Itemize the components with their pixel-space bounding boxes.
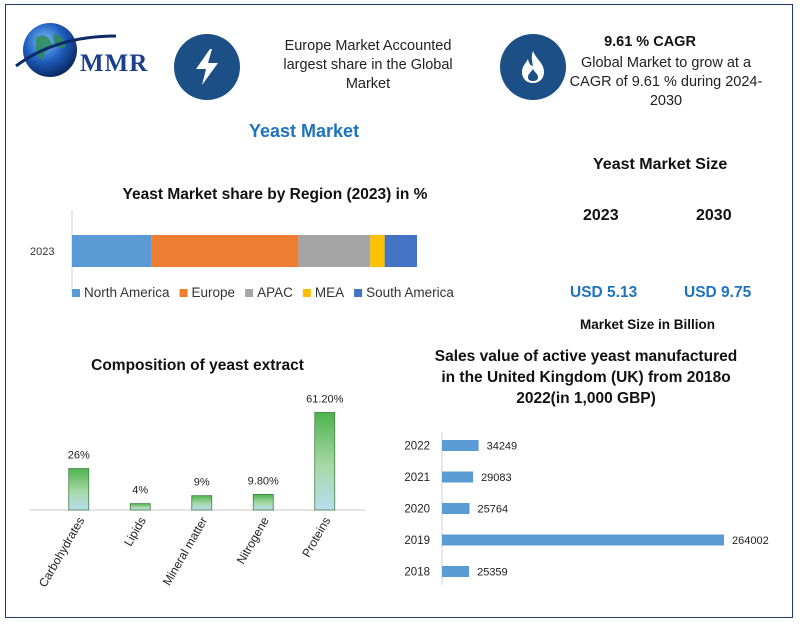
composition-data-label: 61.20%: [306, 393, 344, 405]
infographic-frame: [5, 4, 793, 618]
uk-data-label: 264002: [732, 535, 769, 547]
uk-sales-bar: [442, 566, 470, 577]
legend-label: MEA: [315, 285, 344, 300]
uk-category-label: 2022: [404, 441, 430, 453]
composition-category-label: Proteins: [299, 515, 333, 560]
uk-data-label: 25764: [478, 504, 509, 516]
legend-swatch: [302, 289, 311, 297]
uk-sales-bar: [442, 471, 474, 483]
region-bar-segment: [72, 235, 152, 267]
uk-category-label: 2021: [404, 472, 430, 484]
composition-category-label: Lipids: [121, 515, 149, 549]
flame-icon: [500, 34, 566, 100]
legend-label: Europe: [192, 285, 236, 300]
composition-data-label: 26%: [68, 450, 90, 462]
uk-category-label: 2019: [404, 535, 430, 547]
market-size-value-2023: USD 5.13: [570, 284, 638, 301]
uk-data-label: 34249: [487, 441, 518, 453]
uk-sales-bar: [442, 534, 724, 546]
market-size-year-2030: 2030: [696, 207, 732, 224]
composition-category-label: Mineral matter: [160, 514, 210, 587]
composition-bar: [68, 468, 90, 511]
legend-swatch: [179, 289, 188, 297]
region-bar-segment: [384, 235, 417, 267]
europe-share-text: Europe Market Accounted largest share in…: [283, 38, 453, 92]
cagr-text: Global Market to grow at a CAGR of 9.61 …: [569, 55, 763, 109]
uk-category-label: 2018: [404, 567, 430, 579]
composition-category-label: Carbohydrates: [36, 515, 87, 590]
legend-swatch: [72, 289, 80, 297]
legend-label: North America: [84, 285, 170, 300]
lightning-icon: [174, 34, 240, 100]
legend-label: South America: [366, 285, 454, 300]
uk-data-label: 25359: [477, 567, 508, 579]
legend-swatch: [245, 289, 254, 297]
composition-bar: [191, 495, 213, 511]
composition-bar: [314, 412, 336, 511]
market-size-value-2030: USD 9.75: [684, 284, 752, 301]
logo-text: MMR: [80, 50, 149, 77]
region-bar-segment: [151, 235, 299, 267]
mmr-logo: MMR: [14, 16, 164, 86]
region-chart-title: Yeast Market share by Region (2023) in %: [122, 186, 428, 203]
uk-sales-chart: 2022 34249 2021 29083 2020 25764 2019 264002 201…: [404, 432, 769, 585]
region-share-chart: 2023 North America Europe APAC MEA South Amer…: [30, 210, 454, 300]
uk-category-label: 2020: [404, 504, 430, 516]
composition-data-label: 9%: [194, 477, 210, 489]
legend-swatch: [354, 289, 363, 297]
uk-data-label: 29083: [481, 472, 512, 484]
composition-category-label: Nitrogene: [234, 514, 272, 566]
region-bar-segment: [370, 235, 385, 267]
composition-chart-title: Composition of yeast extract: [91, 357, 304, 374]
composition-bar: [252, 493, 274, 511]
market-size-year-2023: 2023: [583, 207, 619, 224]
page-title: Yeast Market: [249, 121, 360, 141]
uk-sales-bar: [442, 503, 470, 514]
region-category-label: 2023: [30, 246, 54, 258]
globe-icon: [15, 23, 117, 77]
market-size-unit-note: Market Size in Billion: [580, 317, 716, 332]
composition-bar: [129, 503, 151, 511]
uk-sales-chart-title: Sales value of active yeast manufactured…: [434, 348, 738, 407]
region-bar-segment: [298, 235, 371, 267]
composition-chart: 26% Carbohydrates 4% Lipids 9% Mineral matter…: [30, 393, 365, 590]
composition-data-label: 9.80%: [248, 475, 279, 487]
market-size-title: Yeast Market Size: [593, 156, 728, 173]
cagr-title: 9.61 % CAGR: [604, 34, 696, 50]
legend-label: APAC: [257, 285, 293, 300]
uk-sales-bar: [442, 440, 479, 451]
composition-data-label: 4%: [132, 485, 148, 497]
